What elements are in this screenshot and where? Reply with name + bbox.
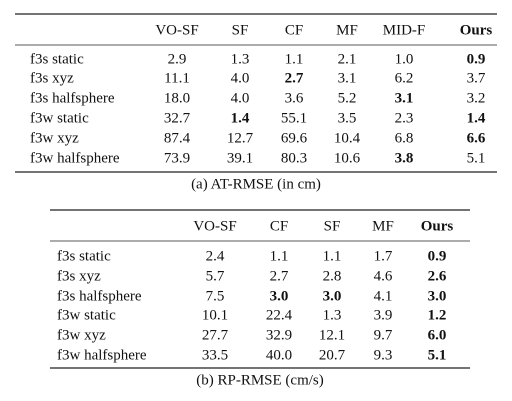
cell: 5.7 xyxy=(206,268,225,284)
cell: 33.5 xyxy=(202,347,228,363)
cell: 22.4 xyxy=(266,307,293,323)
cell: 1.1 xyxy=(285,51,304,67)
cell: 3.0 xyxy=(270,288,289,304)
cell: 0.9 xyxy=(428,248,447,264)
row-label: f3s xyz xyxy=(30,70,74,86)
cell: 2.9 xyxy=(168,51,187,67)
cell: 0.9 xyxy=(467,51,486,67)
cell: 5.1 xyxy=(467,150,486,166)
row-label: f3s xyz xyxy=(57,268,101,284)
cell: 4.0 xyxy=(231,90,250,106)
cell: 3.2 xyxy=(467,90,486,106)
cell: 4.1 xyxy=(374,288,393,304)
cell: 6.0 xyxy=(428,327,447,343)
cell: 2.3 xyxy=(395,110,414,126)
cell: 10.1 xyxy=(202,307,228,323)
column-header: Ours xyxy=(460,22,493,38)
cell: 73.9 xyxy=(164,150,190,166)
cell: 4.0 xyxy=(231,70,250,86)
cell: 2.1 xyxy=(338,51,357,67)
cell: 1.3 xyxy=(323,307,342,323)
row-label: f3w halfsphere xyxy=(57,347,147,363)
column-header: Ours xyxy=(421,218,454,234)
cell: 6.8 xyxy=(395,130,414,146)
cell: 1.1 xyxy=(270,248,289,264)
cell: 18.0 xyxy=(164,90,190,106)
cell: 87.4 xyxy=(164,130,191,146)
cell: 12.1 xyxy=(319,327,345,343)
cell: 3.1 xyxy=(338,70,357,86)
cell: 69.6 xyxy=(281,130,308,146)
cell: 1.3 xyxy=(231,51,250,67)
cell: 1.1 xyxy=(323,248,342,264)
cell: 32.9 xyxy=(266,327,292,343)
row-label: f3s halfsphere xyxy=(57,288,142,304)
cell: 27.7 xyxy=(202,327,229,343)
column-header: MF xyxy=(336,22,358,38)
cell: 3.5 xyxy=(338,110,357,126)
cell: 9.3 xyxy=(374,347,393,363)
row-label: f3w static xyxy=(57,307,116,323)
cell: 9.7 xyxy=(374,327,393,343)
row-label: f3w static xyxy=(30,110,89,126)
cell: 3.7 xyxy=(467,70,486,86)
cell: 3.6 xyxy=(285,90,304,106)
cell: 2.7 xyxy=(270,268,289,284)
cell: 1.0 xyxy=(395,51,414,67)
cell: 6.6 xyxy=(467,130,486,146)
cell: 11.1 xyxy=(164,70,190,86)
cell: 3.8 xyxy=(395,150,414,166)
cell: 10.4 xyxy=(334,130,361,146)
cell: 2.7 xyxy=(285,70,304,86)
caption: (b) RP-RMSE (cm/s) xyxy=(196,372,324,388)
cell: 4.6 xyxy=(374,268,393,284)
cell: 2.4 xyxy=(206,248,225,264)
column-header: VO-SF xyxy=(193,218,236,234)
cell: 40.0 xyxy=(266,347,292,363)
column-header: CF xyxy=(270,218,288,234)
row-label: f3s halfsphere xyxy=(30,90,115,106)
caption: (a) AT-RMSE (in cm) xyxy=(191,176,321,192)
cell: 1.4 xyxy=(231,110,250,126)
cell: 7.5 xyxy=(206,288,225,304)
row-label: f3w xyz xyxy=(57,327,106,343)
row-label: f3s static xyxy=(30,51,84,67)
cell: 3.0 xyxy=(323,288,342,304)
cell: 5.2 xyxy=(338,90,357,106)
column-header: SF xyxy=(232,22,249,38)
column-header: MID-F xyxy=(383,22,426,38)
column-header: CF xyxy=(285,22,303,38)
cell: 32.7 xyxy=(164,110,191,126)
cell: 3.1 xyxy=(395,90,414,106)
cell: 12.7 xyxy=(227,130,254,146)
cell: 1.4 xyxy=(467,110,486,126)
cell: 39.1 xyxy=(227,150,253,166)
column-header: MF xyxy=(372,218,394,234)
cell: 5.1 xyxy=(428,347,447,363)
cell: 80.3 xyxy=(281,150,307,166)
cell: 55.1 xyxy=(281,110,307,126)
cell: 2.6 xyxy=(428,268,447,284)
cell: 2.8 xyxy=(323,268,342,284)
cell: 3.9 xyxy=(374,307,393,323)
cell: 10.6 xyxy=(334,150,361,166)
column-header: SF xyxy=(324,218,341,234)
cell: 3.0 xyxy=(428,288,447,304)
cell: 1.7 xyxy=(374,248,393,264)
row-label: f3w halfsphere xyxy=(30,150,120,166)
cell: 6.2 xyxy=(395,70,414,86)
cell: 1.2 xyxy=(428,307,447,323)
row-label: f3w xyz xyxy=(30,130,79,146)
column-header: VO-SF xyxy=(155,22,198,38)
row-label: f3s static xyxy=(57,248,111,264)
cell: 20.7 xyxy=(319,347,346,363)
